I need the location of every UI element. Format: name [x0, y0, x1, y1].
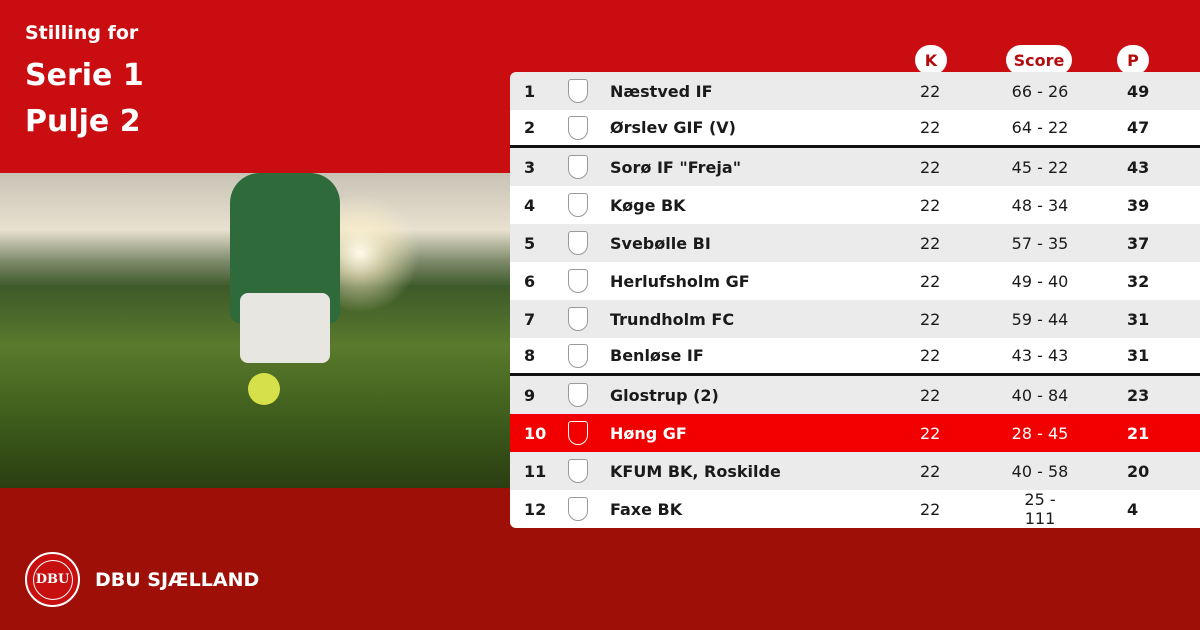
table-row: 12 Faxe BK 22 25 - 111 4 [510, 490, 1200, 528]
heading-label: Stilling for [25, 22, 139, 44]
position: 10 [524, 423, 547, 443]
goal-score: 64 - 22 [1011, 118, 1069, 137]
matches-played: 22 [920, 423, 941, 443]
position: 2 [524, 118, 536, 137]
team-name: Glostrup (2) [610, 385, 719, 405]
club-crest-icon [568, 383, 588, 407]
points: 32 [1127, 271, 1150, 291]
matches-played: 22 [920, 346, 941, 365]
team-name: Køge BK [610, 195, 686, 215]
team-name: KFUM BK, Roskilde [610, 461, 781, 481]
points: 20 [1127, 461, 1150, 481]
matches-played: 22 [920, 118, 941, 137]
club-crest-icon [568, 193, 588, 217]
club-crest-icon [568, 269, 588, 293]
goal-score: 40 - 58 [1011, 461, 1069, 481]
matches-played: 22 [920, 499, 941, 519]
points: 47 [1127, 118, 1150, 137]
position: 6 [524, 271, 536, 291]
table-row: 3 Sorø IF "Freja" 22 45 - 22 43 [510, 148, 1200, 186]
points: 4 [1127, 499, 1139, 519]
points: 31 [1127, 309, 1150, 329]
goal-score: 49 - 40 [1011, 271, 1069, 291]
position: 5 [524, 233, 536, 253]
goal-score: 45 - 22 [1011, 157, 1069, 177]
position: 3 [524, 157, 536, 177]
position: 9 [524, 385, 536, 405]
club-crest-icon [568, 343, 588, 368]
column-header-score: Score [1006, 45, 1072, 75]
table-row: 11 KFUM BK, Roskilde 22 40 - 58 20 [510, 452, 1200, 490]
position: 4 [524, 195, 536, 215]
club-crest-icon [568, 115, 588, 140]
standings-table: 1 Næstved IF 22 66 - 26 49 2 Ørslev GIF (… [510, 72, 1200, 528]
points: 49 [1127, 81, 1150, 101]
points: 23 [1127, 385, 1150, 405]
player-shorts [240, 293, 330, 363]
matches-played: 22 [920, 195, 941, 215]
goal-score: 40 - 84 [1011, 385, 1069, 405]
table-row: 1 Næstved IF 22 66 - 26 49 [510, 72, 1200, 110]
position: 1 [524, 81, 536, 101]
series-title: Serie 1 [25, 58, 144, 93]
column-header-k: K [915, 45, 947, 75]
dbu-logo: DBU [25, 552, 80, 607]
club-crest-icon [568, 459, 588, 483]
points: 21 [1127, 423, 1150, 443]
football-photo [0, 173, 510, 488]
matches-played: 22 [920, 271, 941, 291]
table-row: 7 Trundholm FC 22 59 - 44 31 [510, 300, 1200, 338]
team-name: Faxe BK [610, 499, 683, 519]
table-row: 5 Svebølle BI 22 57 - 35 37 [510, 224, 1200, 262]
goal-score: 59 - 44 [1011, 309, 1069, 329]
team-name: Herlufsholm GF [610, 271, 750, 291]
team-name: Benløse IF [610, 346, 704, 365]
team-name: Næstved IF [610, 81, 713, 101]
table-row: 2 Ørslev GIF (V) 22 64 - 22 47 [510, 110, 1200, 148]
matches-played: 22 [920, 385, 941, 405]
brand-name: DBU SJÆLLAND [95, 569, 260, 591]
team-name: Svebølle BI [610, 233, 711, 253]
position: 7 [524, 309, 536, 329]
club-crest-icon [568, 421, 588, 445]
table-row: 6 Herlufsholm GF 22 49 - 40 32 [510, 262, 1200, 300]
football [248, 373, 280, 405]
matches-played: 22 [920, 461, 941, 481]
pool-title: Pulje 2 [25, 104, 141, 139]
team-name: Sorø IF "Freja" [610, 157, 742, 177]
goal-score: 25 - 111 [1024, 490, 1056, 528]
matches-played: 22 [920, 81, 941, 101]
club-crest-icon [568, 231, 588, 255]
team-name: Trundholm FC [610, 309, 735, 329]
position: 8 [524, 346, 536, 365]
club-crest-icon [568, 155, 588, 179]
table-row: 8 Benløse IF 22 43 - 43 31 [510, 338, 1200, 376]
matches-played: 22 [920, 309, 941, 329]
points: 31 [1127, 346, 1150, 365]
matches-played: 22 [920, 157, 941, 177]
column-header-p: P [1117, 45, 1149, 75]
club-crest-icon [568, 497, 588, 521]
position: 12 [524, 499, 547, 519]
goal-score: 28 - 45 [1011, 423, 1069, 443]
table-row: 9 Glostrup (2) 22 40 - 84 23 [510, 376, 1200, 414]
points: 37 [1127, 233, 1150, 253]
points: 43 [1127, 157, 1150, 177]
club-crest-icon [568, 79, 588, 103]
goal-score: 43 - 43 [1011, 346, 1069, 365]
table-row: 10 Høng GF 22 28 - 45 21 [510, 414, 1200, 452]
goal-score: 57 - 35 [1011, 233, 1069, 253]
goal-score: 66 - 26 [1011, 81, 1069, 101]
table-row: 4 Køge BK 22 48 - 34 39 [510, 186, 1200, 224]
position: 11 [524, 461, 547, 481]
team-name: Høng GF [610, 423, 687, 443]
matches-played: 22 [920, 233, 941, 253]
club-crest-icon [568, 307, 588, 331]
points: 39 [1127, 195, 1150, 215]
team-name: Ørslev GIF (V) [610, 118, 736, 137]
goal-score: 48 - 34 [1011, 195, 1069, 215]
